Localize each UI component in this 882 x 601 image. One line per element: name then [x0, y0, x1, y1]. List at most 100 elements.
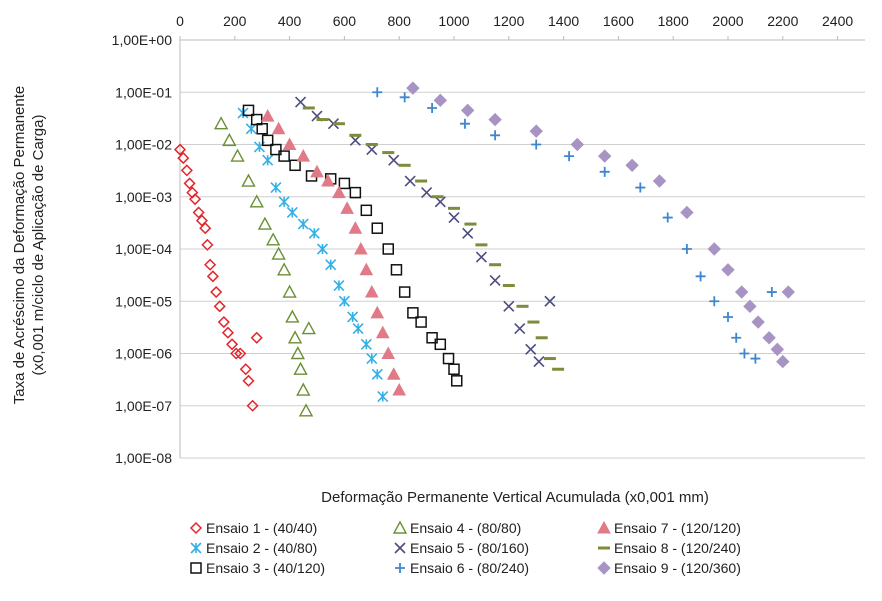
legend-marker: [395, 563, 405, 573]
data-point: [270, 143, 282, 156]
data-point: [459, 118, 470, 129]
series-6: [372, 87, 777, 364]
data-point: [707, 242, 722, 256]
data-point: [531, 139, 542, 150]
legend-marker: [190, 542, 202, 554]
data-point: [276, 262, 292, 276]
data-point: [662, 212, 673, 223]
data-point: [271, 246, 286, 260]
data-point: [308, 227, 320, 239]
legend-marker: [190, 562, 202, 574]
data-point: [372, 87, 383, 98]
data-point: [296, 382, 311, 396]
y-tick-labels: 1,00E+00 1,00E-01 1,00E-02 1,00E-03 1,00E-04…: [112, 32, 173, 466]
data-point: [766, 287, 777, 298]
data-point: [262, 154, 274, 166]
data-point: [750, 353, 761, 364]
data-point: [751, 315, 765, 329]
data-point: [321, 173, 335, 187]
data-point: [221, 326, 235, 339]
data-point: [503, 300, 515, 312]
gridlines: [180, 39, 865, 459]
data-point: [282, 284, 297, 298]
data-point: [282, 137, 297, 150]
data-point: [230, 347, 243, 360]
data-point: [180, 164, 193, 177]
data-point: [294, 96, 307, 108]
legend-item: Ensaio 1 - (40/40): [189, 520, 317, 536]
data-point: [544, 295, 556, 307]
y-tick-label: 1,00E-08: [115, 450, 172, 466]
data-point: [189, 193, 202, 206]
y-tick-label: 1,00E+00: [112, 32, 173, 48]
data-point: [246, 399, 259, 412]
data-point: [426, 332, 438, 344]
data-point: [338, 177, 351, 190]
data-point: [421, 187, 433, 199]
y-tick-label: 1,00E-04: [115, 241, 172, 257]
data-point: [770, 342, 785, 357]
legend-label: Ensaio 4 - (80/80): [410, 520, 521, 536]
x-tick-label: 2200: [767, 13, 798, 29]
data-point: [249, 194, 264, 208]
data-point: [213, 300, 226, 313]
x-tick-labels: 0 200 400 600 800 1000 1200 1400 1600 1800 2000 220…: [176, 13, 853, 40]
data-point: [371, 222, 384, 234]
series-3: [242, 104, 463, 387]
data-point: [415, 316, 427, 328]
legend-label: Ensaio 7 - (120/120): [614, 520, 741, 536]
data-point: [407, 307, 419, 319]
data-point: [427, 102, 438, 113]
data-point: [360, 204, 373, 217]
data-point: [392, 382, 407, 396]
legend-label: Ensaio 8 - (120/240): [614, 540, 741, 556]
data-point: [287, 330, 303, 344]
series-7: [260, 109, 407, 396]
legend-item: Ensaio 5 - (80/160): [394, 540, 529, 556]
data-point: [213, 116, 229, 130]
data-point: [296, 149, 311, 162]
legend-item: Ensaio 3 - (40/120): [190, 560, 325, 576]
data-point: [681, 244, 692, 254]
legend-label: Ensaio 3 - (40/120): [206, 560, 325, 576]
data-point: [488, 112, 502, 127]
x-tick-label: 0: [176, 13, 184, 29]
data-point: [222, 132, 237, 147]
data-point: [301, 321, 316, 335]
data-point: [371, 368, 383, 380]
data-point: [206, 270, 219, 283]
x-tick-label: 2000: [712, 13, 743, 29]
data-point: [225, 338, 239, 351]
data-point: [462, 227, 474, 239]
data-point: [270, 181, 282, 194]
data-point: [695, 271, 706, 282]
x-tick-label: 800: [388, 13, 412, 29]
legend-item: Ensaio 9 - (120/360): [597, 560, 741, 576]
series-5: [294, 96, 556, 368]
data-point: [489, 274, 501, 287]
data-point: [381, 346, 396, 359]
data-point: [316, 243, 329, 255]
x-axis-title: Deformação Permanente Vertical Acumulada…: [321, 489, 709, 506]
data-point: [404, 175, 416, 187]
data-point: [298, 403, 314, 417]
data-point: [286, 206, 298, 219]
legend-label: Ensaio 9 - (120/360): [614, 560, 741, 576]
legend-item: Ensaio 6 - (80/240): [395, 560, 529, 576]
legend: Ensaio 1 - (40/40) Ensaio 2 - (40/80) Ensa…: [189, 520, 741, 576]
data-point: [529, 124, 543, 138]
data-point: [731, 332, 742, 343]
data-point: [210, 285, 223, 299]
data-point: [739, 348, 750, 359]
y-tick-label: 1,00E-07: [115, 398, 172, 414]
data-point: [349, 134, 361, 146]
x-tick-label: 600: [333, 13, 357, 29]
data-point: [599, 166, 610, 177]
data-point: [278, 196, 290, 208]
data-point: [625, 158, 639, 172]
data-point: [723, 311, 733, 322]
data-point: [406, 81, 420, 95]
data-point: [310, 164, 324, 178]
